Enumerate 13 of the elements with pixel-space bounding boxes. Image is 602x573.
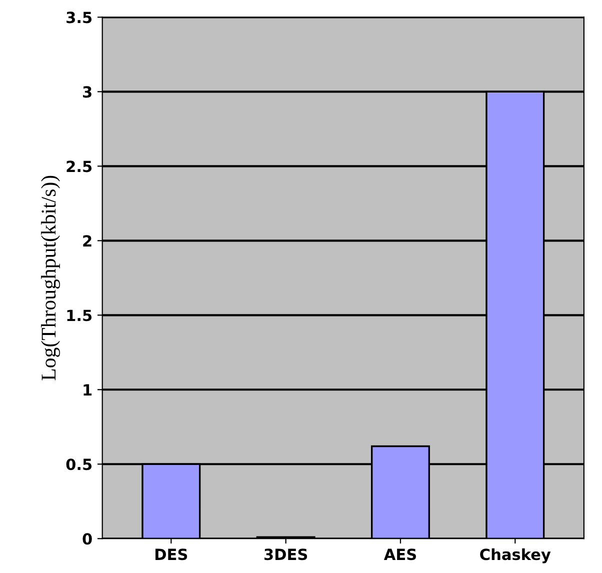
y-tick-label: 1 bbox=[84, 384, 92, 396]
x-tick-label: 3DES bbox=[264, 548, 308, 560]
y-axis-title: Log(Throughput(kbit/s)) bbox=[41, 176, 60, 380]
y-tick-label: 1.5 bbox=[67, 310, 92, 322]
y-tick-label: 3 bbox=[83, 86, 92, 98]
x-tick-label: Chaskey bbox=[480, 548, 551, 564]
y-tick-label: 3.5 bbox=[66, 12, 92, 24]
y-tick-label: 0 bbox=[82, 533, 92, 545]
y-tick-label: 0.5 bbox=[66, 458, 92, 470]
y-tick-label: 2.5 bbox=[66, 160, 92, 172]
x-tick-label: DES bbox=[155, 548, 188, 560]
y-tick-label: 2 bbox=[83, 235, 92, 246]
x-tick-label: AES bbox=[384, 548, 416, 560]
